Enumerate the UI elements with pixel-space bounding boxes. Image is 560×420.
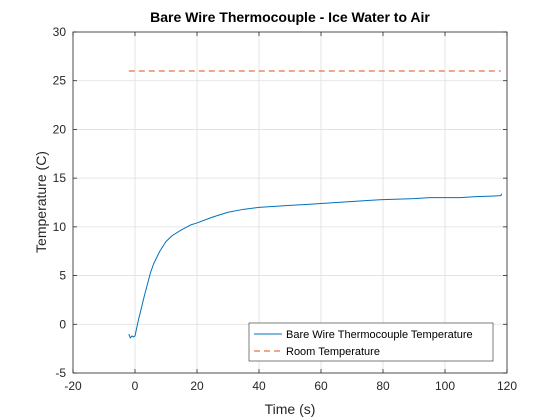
legend: Bare Wire Thermocouple Temperature Room …	[248, 322, 494, 362]
y-tick-label: 30	[53, 25, 67, 39]
x-axis-title: Time (s)	[265, 401, 316, 417]
y-axis-title: Temperature (C)	[33, 151, 49, 253]
x-tick-label: 0	[132, 379, 139, 393]
x-tick-label: 40	[252, 379, 266, 393]
x-tick-label: 80	[376, 379, 390, 393]
y-tick-label: 5	[59, 269, 66, 283]
y-tick-label: 0	[59, 317, 66, 331]
y-tick-label: 25	[53, 74, 67, 88]
y-tick-label: -5	[55, 366, 66, 380]
series-line-thermocouple	[128, 193, 503, 339]
legend-box	[248, 322, 494, 362]
ticks	[72, 31, 508, 374]
y-tick-label: 15	[53, 171, 67, 185]
x-tick-label: 120	[497, 379, 517, 393]
plot-frame	[72, 31, 508, 374]
x-tick-label: 20	[190, 379, 204, 393]
tick-labels: -20 0 20 40 60 80 100 120 -5 0 5 10 15 20 25 30	[53, 25, 518, 393]
legend-label-thermocouple: Bare Wire Thermocouple Temperature	[286, 329, 473, 341]
y-tick-label: 10	[53, 220, 67, 234]
chart-title: Bare Wire Thermocouple - Ice Water to Ai…	[150, 9, 430, 25]
legend-label-room: Room Temperature	[286, 346, 380, 358]
x-tick-label: 60	[314, 379, 328, 393]
plot-area	[73, 32, 507, 373]
x-tick-label: 100	[435, 379, 455, 393]
series-layer	[128, 70, 503, 339]
x-tick-label: -20	[64, 379, 82, 393]
y-tick-label: 20	[53, 122, 67, 136]
